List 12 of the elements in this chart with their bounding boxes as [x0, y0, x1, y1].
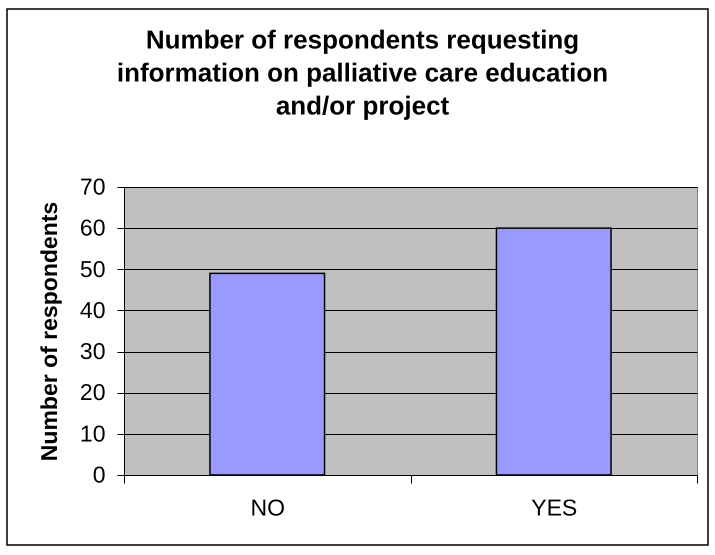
- y-tick-label: 20: [80, 379, 106, 406]
- y-tick-label: 70: [80, 174, 106, 200]
- y-tick-label: 0: [92, 462, 106, 488]
- x-tick-label: YES: [531, 494, 578, 520]
- y-tick-label: 60: [80, 214, 106, 241]
- y-tick-label: 40: [80, 296, 106, 323]
- chart-title: Number of respondents requesting information on palliative care education and/or project: [116, 24, 608, 120]
- y-tick-label: 50: [80, 256, 106, 282]
- y-tick-label: 30: [80, 338, 106, 364]
- y-axis-title: Number of respondents: [36, 202, 62, 462]
- x-tick-label: NO: [250, 494, 285, 520]
- y-tick-label: 10: [80, 420, 106, 446]
